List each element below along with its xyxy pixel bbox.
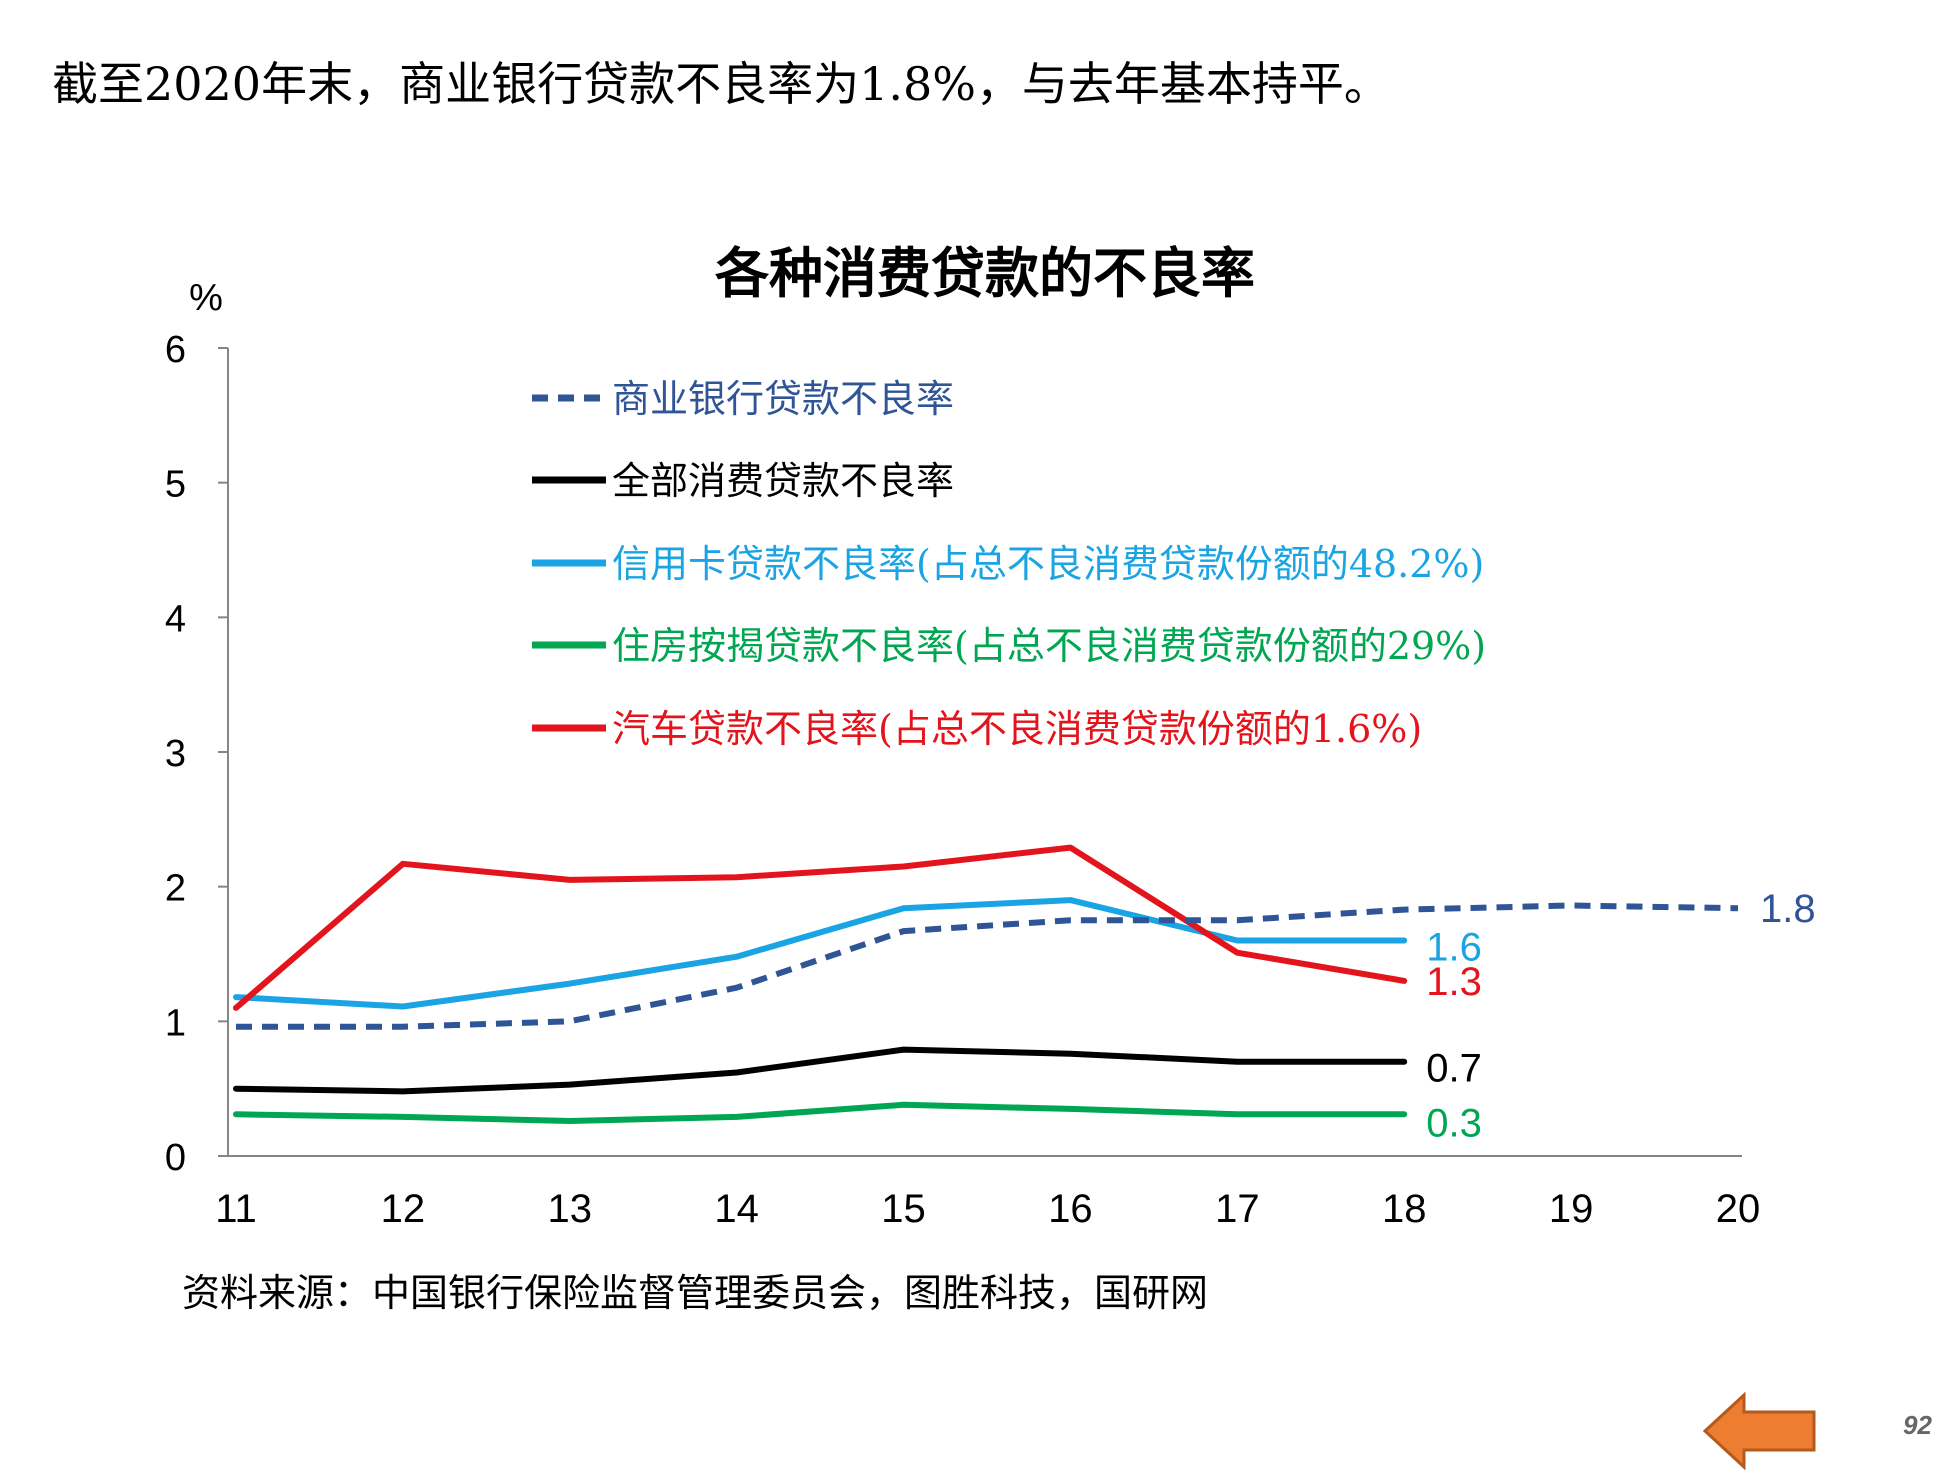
series-line bbox=[236, 902, 1739, 1030]
headline: 截至2020年末，商业银行贷款不良率为1.8%，与去年基本持平。 bbox=[52, 57, 1390, 111]
source-note: 资料来源：中国银行保险监督管理委员会，图胜科技，国研网 bbox=[182, 1271, 1209, 1315]
x-tick-label: 14 bbox=[714, 1187, 759, 1231]
y-tick-label: 5 bbox=[165, 464, 186, 506]
chart-legend: 商业银行贷款不良率全部消费贷款不良率信用卡贷款不良率(占总不良消费贷款份额的48… bbox=[532, 377, 1486, 751]
x-tick-label: 19 bbox=[1549, 1187, 1594, 1231]
series-line bbox=[233, 897, 1408, 1010]
chart-end-labels: 1.8 0.7 1.6 0.3 1.3 bbox=[1426, 887, 1815, 1145]
x-tick-label: 16 bbox=[1048, 1187, 1093, 1231]
x-tick-label: 12 bbox=[381, 1187, 426, 1231]
y-tick-label: 3 bbox=[165, 733, 186, 775]
y-tick-label: 6 bbox=[165, 329, 186, 371]
x-tick-label: 15 bbox=[881, 1187, 926, 1231]
chart-title: 各种消费贷款的不良率 bbox=[715, 242, 1255, 305]
page-number: 92 bbox=[1903, 1410, 1932, 1440]
legend-label: 全部消费贷款不良率 bbox=[612, 459, 954, 503]
y-tick-label: 1 bbox=[165, 1002, 186, 1044]
y-tick-label: 2 bbox=[165, 868, 186, 910]
series-line bbox=[233, 1101, 1408, 1124]
series-end-label: 1.6 bbox=[1426, 926, 1482, 970]
chart-series-layer bbox=[233, 844, 1739, 1124]
y-tick-label: 4 bbox=[165, 598, 186, 640]
legend-label: 汽车贷款不良率(占总不良消费贷款份额的1.6%) bbox=[612, 707, 1422, 751]
legend-label: 商业银行贷款不良率 bbox=[612, 377, 954, 421]
x-tick-label: 11 bbox=[215, 1187, 257, 1231]
left-arrow-icon bbox=[1702, 1391, 1816, 1471]
y-axis-unit-label: % bbox=[189, 277, 223, 319]
x-tick-label: 17 bbox=[1215, 1187, 1260, 1231]
legend-label: 信用卡贷款不良率(占总不良消费贷款份额的48.2%) bbox=[612, 542, 1484, 586]
series-end-label: 0.7 bbox=[1426, 1047, 1482, 1091]
back-arrow-button[interactable] bbox=[1702, 1391, 1817, 1471]
series-end-label: 1.8 bbox=[1760, 887, 1816, 931]
series-end-label: 1.3 bbox=[1426, 960, 1482, 1004]
series-line bbox=[233, 1046, 1408, 1095]
series-end-label: 0.3 bbox=[1426, 1101, 1482, 1145]
series-line bbox=[233, 844, 1408, 1011]
x-tick-label: 13 bbox=[548, 1187, 593, 1231]
legend-label: 住房按揭贷款不良率(占总不良消费贷款份额的29%) bbox=[612, 624, 1486, 668]
x-tick-label: 18 bbox=[1382, 1187, 1427, 1231]
x-tick-label: 20 bbox=[1716, 1187, 1761, 1231]
y-tick-label: 0 bbox=[165, 1137, 186, 1179]
